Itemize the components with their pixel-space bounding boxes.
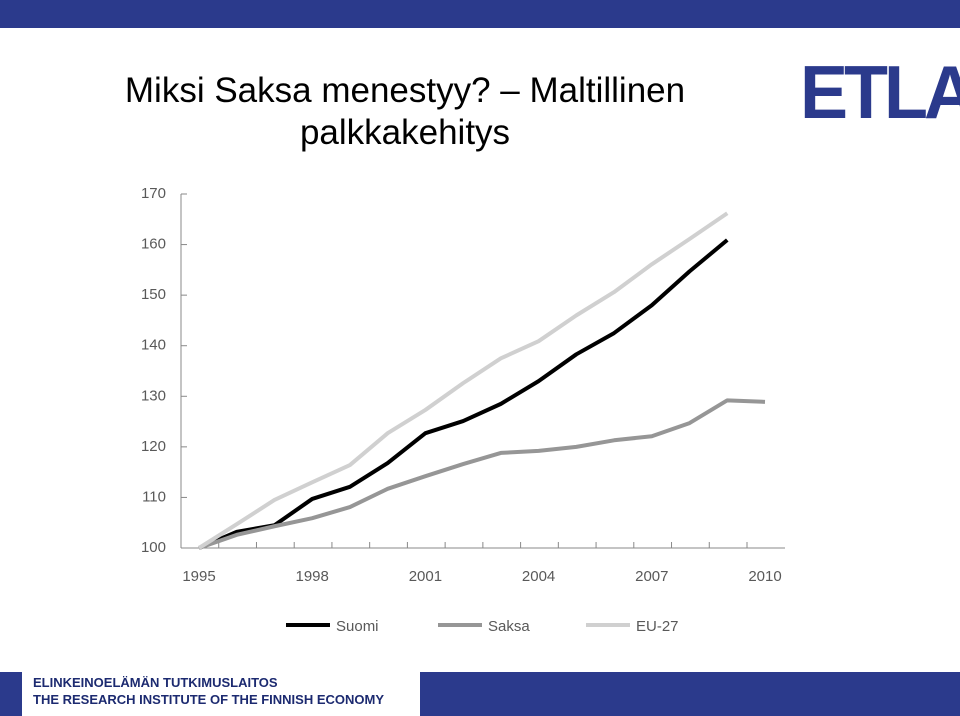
series-line xyxy=(198,398,766,550)
legend-label: EU-27 xyxy=(636,618,679,635)
y-tick-label: 120 xyxy=(141,438,166,455)
x-tick-label: 2010 xyxy=(748,568,781,585)
slide-title: Miksi Saksa menestyy? – Maltillinen palk… xyxy=(124,71,686,152)
logo: ETLA xyxy=(800,51,960,135)
footer-text: THE RESEARCH INSTITUTE OF THE FINNISH EC… xyxy=(33,692,385,707)
x-tick-label: 2004 xyxy=(522,568,555,585)
x-tick-label: 1998 xyxy=(296,568,329,585)
y-tick-label: 170 xyxy=(141,185,166,202)
y-tick-label: 110 xyxy=(142,488,166,505)
footer-bar xyxy=(420,672,960,716)
y-tick-label: 160 xyxy=(141,236,166,253)
y-tick-label: 130 xyxy=(141,387,166,404)
y-tick-label: 150 xyxy=(141,286,166,303)
footer-text: ELINKEINOELÄMÄN TUTKIMUSLAITOS xyxy=(33,675,278,690)
y-tick-label: 100 xyxy=(141,539,166,556)
x-tick-label: 1995 xyxy=(182,568,215,585)
footer-bar xyxy=(0,672,22,716)
x-tick-label: 2007 xyxy=(635,568,668,585)
y-tick-label: 140 xyxy=(141,337,166,354)
series-line xyxy=(198,238,729,550)
legend-label: Suomi xyxy=(336,618,379,635)
top-bar xyxy=(0,0,960,28)
x-tick-label: 2001 xyxy=(409,568,442,585)
legend-label: Saksa xyxy=(488,618,530,635)
series-line xyxy=(197,211,729,550)
